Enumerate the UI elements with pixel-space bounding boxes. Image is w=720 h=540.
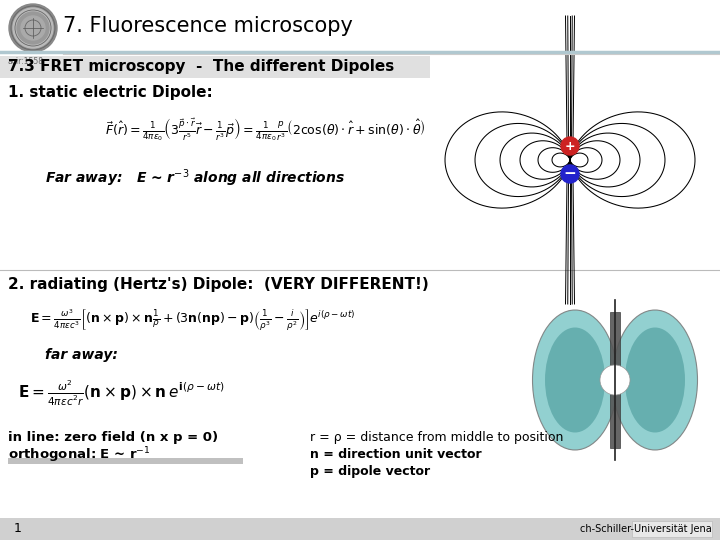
Text: ch-Schiller-Universität Jena: ch-Schiller-Universität Jena <box>580 524 712 534</box>
Text: far away:: far away: <box>45 348 118 362</box>
Text: 7.3 FRET microscopy  -  The different Dipoles: 7.3 FRET microscopy - The different Dipo… <box>8 59 395 75</box>
Text: −: − <box>564 166 577 181</box>
Bar <box>8 458 243 464</box>
Circle shape <box>9 4 57 52</box>
Ellipse shape <box>625 327 685 433</box>
Text: $\vec{F}(\hat{r}) = \frac{1}{4\pi\varepsilon_0} \left(3\frac{\vec{p}\cdot\vec{r}: $\vec{F}(\hat{r}) = \frac{1}{4\pi\vareps… <box>105 117 426 143</box>
Text: orthogonal: E ~ r$^{-1}$: orthogonal: E ~ r$^{-1}$ <box>8 445 150 465</box>
Circle shape <box>13 8 53 48</box>
Bar <box>0 0 720 55</box>
Ellipse shape <box>613 310 698 450</box>
Bar <box>632 521 712 537</box>
Text: acir:1558: acir:1558 <box>8 57 44 66</box>
Text: n = direction unit vector: n = direction unit vector <box>310 449 482 462</box>
Text: 2. radiating (Hertz's) Dipole:  (VERY DIFFERENT!): 2. radiating (Hertz's) Dipole: (VERY DIF… <box>8 278 428 293</box>
Text: +: + <box>564 139 575 152</box>
Text: $\mathbf{E} = \frac{\omega^3}{4\pi\epsilon c^3} \left[(\mathbf{n} \times \mathbf: $\mathbf{E} = \frac{\omega^3}{4\pi\epsil… <box>30 307 356 333</box>
Text: Far away:   E ~ r$^{-3}$ along all directions: Far away: E ~ r$^{-3}$ along all directi… <box>45 167 345 189</box>
Bar <box>0 56 720 78</box>
Ellipse shape <box>600 365 630 395</box>
Circle shape <box>17 12 49 44</box>
Text: r = ρ = distance from middle to position: r = ρ = distance from middle to position <box>310 431 563 444</box>
Text: $\mathbf{E} = \frac{\omega^2}{4\pi\epsilon c^2 r}(\mathbf{n} \times \mathbf{p}) : $\mathbf{E} = \frac{\omega^2}{4\pi\epsil… <box>18 379 225 408</box>
Bar <box>610 312 620 448</box>
Bar <box>0 518 720 540</box>
Circle shape <box>561 165 579 183</box>
Ellipse shape <box>533 310 618 450</box>
Text: 1: 1 <box>14 523 22 536</box>
Text: in line: zero field (n x p = 0): in line: zero field (n x p = 0) <box>8 431 218 444</box>
Text: 7. Fluorescence microscopy: 7. Fluorescence microscopy <box>63 16 353 36</box>
Circle shape <box>561 137 579 155</box>
Text: 1. static electric Dipole:: 1. static electric Dipole: <box>8 84 212 99</box>
Ellipse shape <box>545 327 605 433</box>
Circle shape <box>21 16 45 40</box>
Text: p = dipole vector: p = dipole vector <box>310 465 430 478</box>
Bar <box>430 55 720 270</box>
